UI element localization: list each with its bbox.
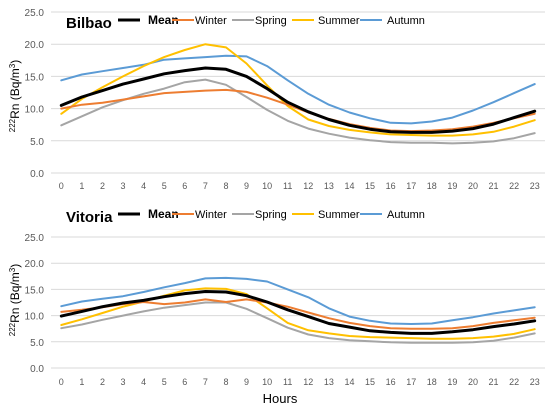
y-tick-label: 25.0 — [25, 8, 45, 19]
x-tick-label: 15 — [365, 377, 375, 387]
series-line-spring — [60, 301, 536, 344]
y-tick-label: 10.0 — [25, 312, 45, 323]
ylabel-close: ) — [8, 60, 22, 64]
x-tick-label: 4 — [141, 377, 146, 387]
x-tick-label: 11 — [283, 181, 292, 191]
x-tick-label: 10 — [262, 377, 272, 387]
y-tick-label: 0.0 — [30, 169, 44, 180]
chart-title: Vitoria — [66, 209, 113, 226]
x-tick-label: 10 — [262, 181, 272, 191]
y-axis-label-bottom: 222Rn (Bq/m3) — [8, 264, 22, 337]
y-axis-label-top: 222Rn (Bq/m3) — [8, 60, 22, 133]
x-tick-label: 0 — [59, 377, 64, 387]
x-tick-label: 19 — [447, 377, 457, 387]
x-tick-label: 2 — [100, 181, 105, 191]
x-tick-label: 15 — [365, 181, 375, 191]
x-tick-label: 18 — [427, 377, 437, 387]
legend-label-summer: Summer — [318, 15, 360, 27]
series-line-mean — [59, 290, 537, 335]
x-tick-label: 19 — [447, 181, 457, 191]
x-tick-label: 7 — [203, 181, 208, 191]
ylabel-sup: 3 — [8, 267, 17, 272]
x-tick-label: 11 — [283, 377, 292, 387]
x-tick-label: 17 — [406, 377, 416, 387]
legend-label-winter: Winter — [195, 15, 227, 27]
ylabel-text: Rn (Bq/m — [8, 68, 22, 119]
x-tick-label: 23 — [530, 377, 540, 387]
x-tick-label: 21 — [489, 181, 499, 191]
ylabel-sup: 3 — [8, 63, 17, 68]
x-tick-label: 6 — [182, 377, 187, 387]
x-tick-label: 8 — [223, 377, 228, 387]
x-tick-label: 20 — [468, 377, 478, 387]
x-tick-label: 9 — [244, 181, 249, 191]
x-tick-label: 2 — [100, 377, 105, 387]
legend-label-spring: Spring — [255, 209, 287, 221]
ylabel-prefix-sup: 222 — [8, 118, 17, 132]
x-tick-label: 6 — [182, 181, 187, 191]
legend-label-winter: Winter — [195, 209, 227, 221]
bilbao-chart: 0.05.010.015.020.025.00 1 2 3 4 5 6 7 8 9 10 11 12 13… — [25, 8, 545, 191]
x-tick-label: 1 — [79, 181, 84, 191]
legend-label-autumn: Autumn — [387, 209, 425, 221]
x-tick-label: 4 — [141, 181, 146, 191]
series-line-winter — [60, 298, 536, 330]
y-tick-label: 5.0 — [30, 137, 44, 148]
series-line-summer — [60, 43, 536, 137]
x-tick-label: 3 — [121, 181, 126, 191]
y-tick-label: 25.0 — [25, 233, 45, 244]
y-tick-label: 5.0 — [30, 338, 44, 349]
y-tick-label: 20.0 — [25, 259, 45, 270]
x-tick-label: 1 — [79, 377, 84, 387]
x-tick-label: 14 — [344, 181, 354, 191]
y-tick-label: 15.0 — [25, 72, 45, 83]
ylabel-close: ) — [8, 264, 22, 268]
series-line-autumn — [60, 54, 536, 125]
legend-label-spring: Spring — [255, 15, 287, 27]
x-tick-label: 7 — [203, 377, 208, 387]
y-tick-label: 20.0 — [25, 40, 45, 51]
x-tick-label: 18 — [427, 181, 437, 191]
legend-label-mean: Mean — [148, 207, 179, 221]
x-tick-label: 23 — [530, 181, 540, 191]
series-line-spring — [60, 78, 536, 145]
x-tick-label: 16 — [386, 181, 396, 191]
x-tick-label: 21 — [489, 377, 499, 387]
x-tick-label: 12 — [303, 377, 313, 387]
x-tick-label: 20 — [468, 181, 478, 191]
x-axis-label: Hours — [263, 391, 298, 406]
x-tick-label: 14 — [344, 377, 354, 387]
x-tick-label: 8 — [223, 181, 228, 191]
vitoria-chart: 0.05.010.015.020.025.00 1 2 3 4 5 6 7 8 9 10 11 12 13… — [25, 207, 545, 387]
y-tick-label: 10.0 — [25, 105, 45, 116]
legend-label-autumn: Autumn — [387, 15, 425, 27]
y-tick-label: 15.0 — [25, 285, 45, 296]
ylabel-text: Rn (Bq/m — [8, 272, 22, 323]
x-tick-label: 13 — [324, 377, 334, 387]
x-tick-label: 12 — [303, 181, 313, 191]
x-tick-label: 3 — [121, 377, 126, 387]
x-tick-label: 22 — [509, 377, 519, 387]
x-tick-label: 13 — [324, 181, 334, 191]
series-line-mean — [59, 66, 537, 134]
ylabel-prefix-sup: 222 — [8, 322, 17, 336]
chart-title: Bilbao — [66, 15, 112, 32]
x-tick-label: 5 — [162, 377, 167, 387]
y-tick-label: 0.0 — [30, 364, 44, 375]
x-tick-label: 22 — [509, 181, 519, 191]
x-tick-label: 17 — [406, 181, 416, 191]
x-tick-label: 16 — [386, 377, 396, 387]
series-line-autumn — [60, 276, 536, 325]
x-tick-label: 5 — [162, 181, 167, 191]
x-tick-label: 0 — [59, 181, 64, 191]
legend-label-mean: Mean — [148, 13, 179, 27]
x-tick-label: 9 — [244, 377, 249, 387]
legend-label-summer: Summer — [318, 209, 360, 221]
